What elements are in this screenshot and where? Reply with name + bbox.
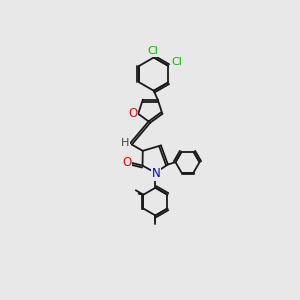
Text: Cl: Cl — [172, 57, 182, 67]
Text: O: O — [123, 156, 132, 169]
Text: H: H — [121, 138, 129, 148]
Text: N: N — [152, 167, 161, 180]
Text: Cl: Cl — [147, 46, 158, 56]
Text: O: O — [128, 107, 138, 120]
